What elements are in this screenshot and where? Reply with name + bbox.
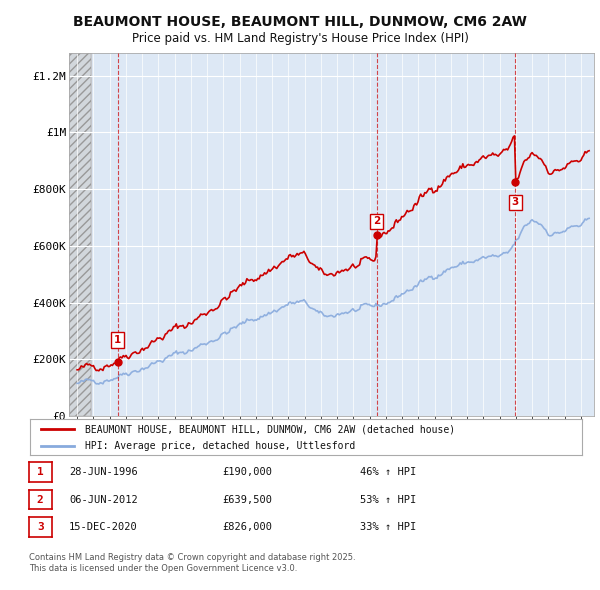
Text: 28-JUN-1996: 28-JUN-1996 bbox=[69, 467, 138, 477]
Text: 3: 3 bbox=[37, 522, 44, 532]
Text: 53% ↑ HPI: 53% ↑ HPI bbox=[360, 495, 416, 504]
Text: £190,000: £190,000 bbox=[222, 467, 272, 477]
Text: £826,000: £826,000 bbox=[222, 522, 272, 532]
Text: BEAUMONT HOUSE, BEAUMONT HILL, DUNMOW, CM6 2AW: BEAUMONT HOUSE, BEAUMONT HILL, DUNMOW, C… bbox=[73, 15, 527, 29]
Text: 2: 2 bbox=[37, 495, 44, 504]
Text: Contains HM Land Registry data © Crown copyright and database right 2025.
This d: Contains HM Land Registry data © Crown c… bbox=[29, 553, 355, 573]
Text: 06-JUN-2012: 06-JUN-2012 bbox=[69, 495, 138, 504]
Text: 15-DEC-2020: 15-DEC-2020 bbox=[69, 522, 138, 532]
Text: 1: 1 bbox=[114, 335, 121, 345]
Text: 46% ↑ HPI: 46% ↑ HPI bbox=[360, 467, 416, 477]
Text: 3: 3 bbox=[512, 197, 519, 207]
Text: £639,500: £639,500 bbox=[222, 495, 272, 504]
Text: 33% ↑ HPI: 33% ↑ HPI bbox=[360, 522, 416, 532]
Text: 1: 1 bbox=[37, 467, 44, 477]
Text: 2: 2 bbox=[373, 216, 380, 226]
Text: Price paid vs. HM Land Registry's House Price Index (HPI): Price paid vs. HM Land Registry's House … bbox=[131, 32, 469, 45]
Text: BEAUMONT HOUSE, BEAUMONT HILL, DUNMOW, CM6 2AW (detached house): BEAUMONT HOUSE, BEAUMONT HILL, DUNMOW, C… bbox=[85, 424, 455, 434]
Bar bbox=[69, 53, 91, 416]
Text: HPI: Average price, detached house, Uttlesford: HPI: Average price, detached house, Uttl… bbox=[85, 441, 355, 451]
Bar bbox=[69, 53, 91, 416]
